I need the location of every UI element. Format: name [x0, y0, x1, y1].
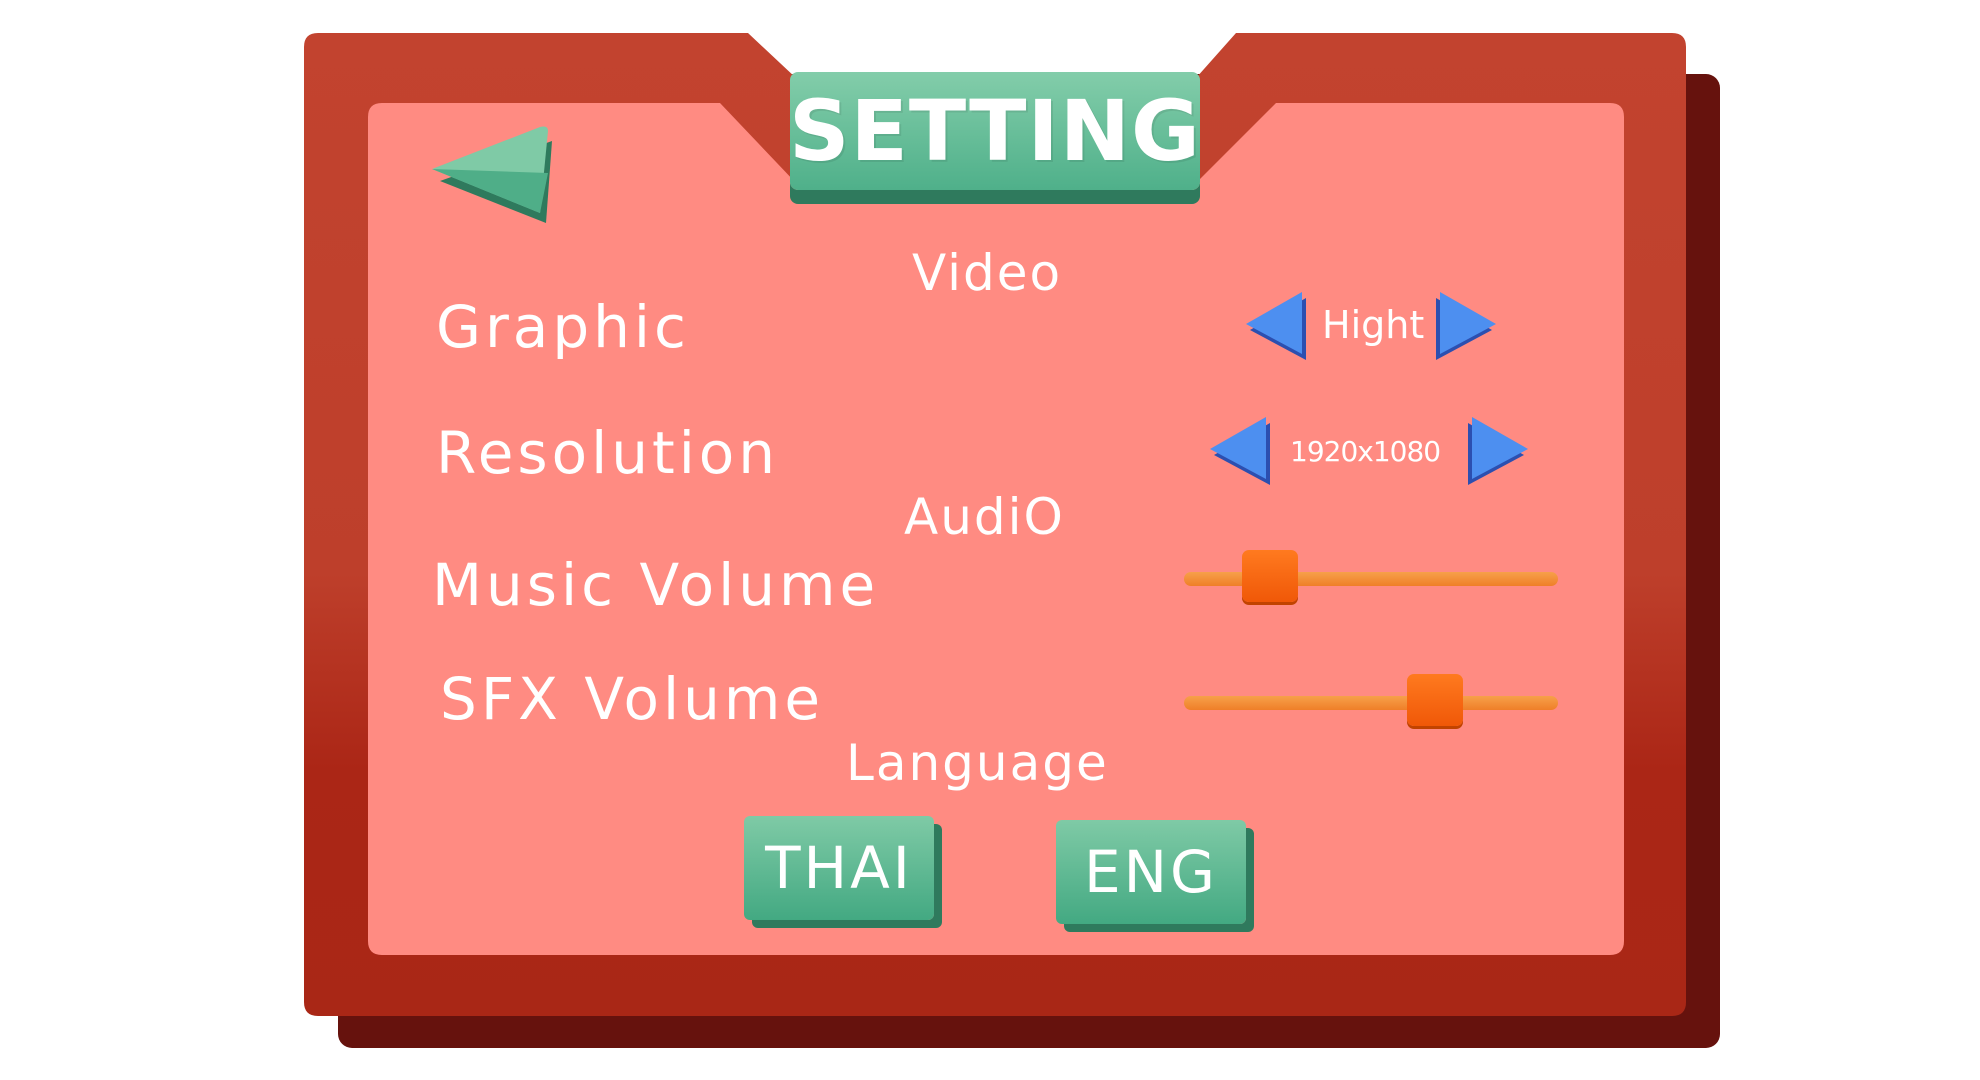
music-volume-handle[interactable] — [1242, 550, 1299, 602]
sfx-volume-track[interactable] — [1184, 696, 1558, 710]
resolution-next-button[interactable] — [1464, 415, 1530, 485]
back-button[interactable] — [428, 117, 558, 227]
resolution-prev-button[interactable] — [1208, 415, 1274, 485]
arrow-left-icon — [1246, 292, 1306, 360]
music-volume-track[interactable] — [1184, 572, 1558, 586]
arrow-left-icon — [1210, 417, 1270, 485]
thai-language-button[interactable]: THAI — [744, 816, 934, 920]
sfx-volume-slider[interactable] — [1184, 674, 1558, 734]
panel-inner — [368, 103, 1624, 955]
resolution-label: Resolution — [436, 419, 780, 487]
graphic-value: Hight — [1322, 303, 1425, 347]
back-arrow-icon — [432, 126, 552, 223]
graphic-next-button[interactable] — [1432, 290, 1498, 360]
sfx-volume-handle[interactable] — [1406, 674, 1463, 726]
section-audio: AudiO — [904, 488, 1065, 546]
resolution-value: 1920x1080 — [1290, 435, 1441, 468]
graphic-prev-button[interactable] — [1244, 290, 1310, 360]
music-volume-label: Music Volume — [432, 551, 880, 619]
music-volume-slider[interactable] — [1184, 550, 1558, 610]
eng-language-button[interactable]: ENG — [1056, 820, 1246, 924]
arrow-right-icon — [1468, 417, 1528, 485]
graphic-label: Graphic — [436, 293, 690, 361]
page-title: SETTING — [789, 72, 1200, 190]
section-video: Video — [912, 244, 1063, 302]
sfx-volume-label: SFX Volume — [440, 665, 825, 733]
arrow-right-icon — [1436, 292, 1496, 360]
section-language: Language — [846, 734, 1109, 792]
